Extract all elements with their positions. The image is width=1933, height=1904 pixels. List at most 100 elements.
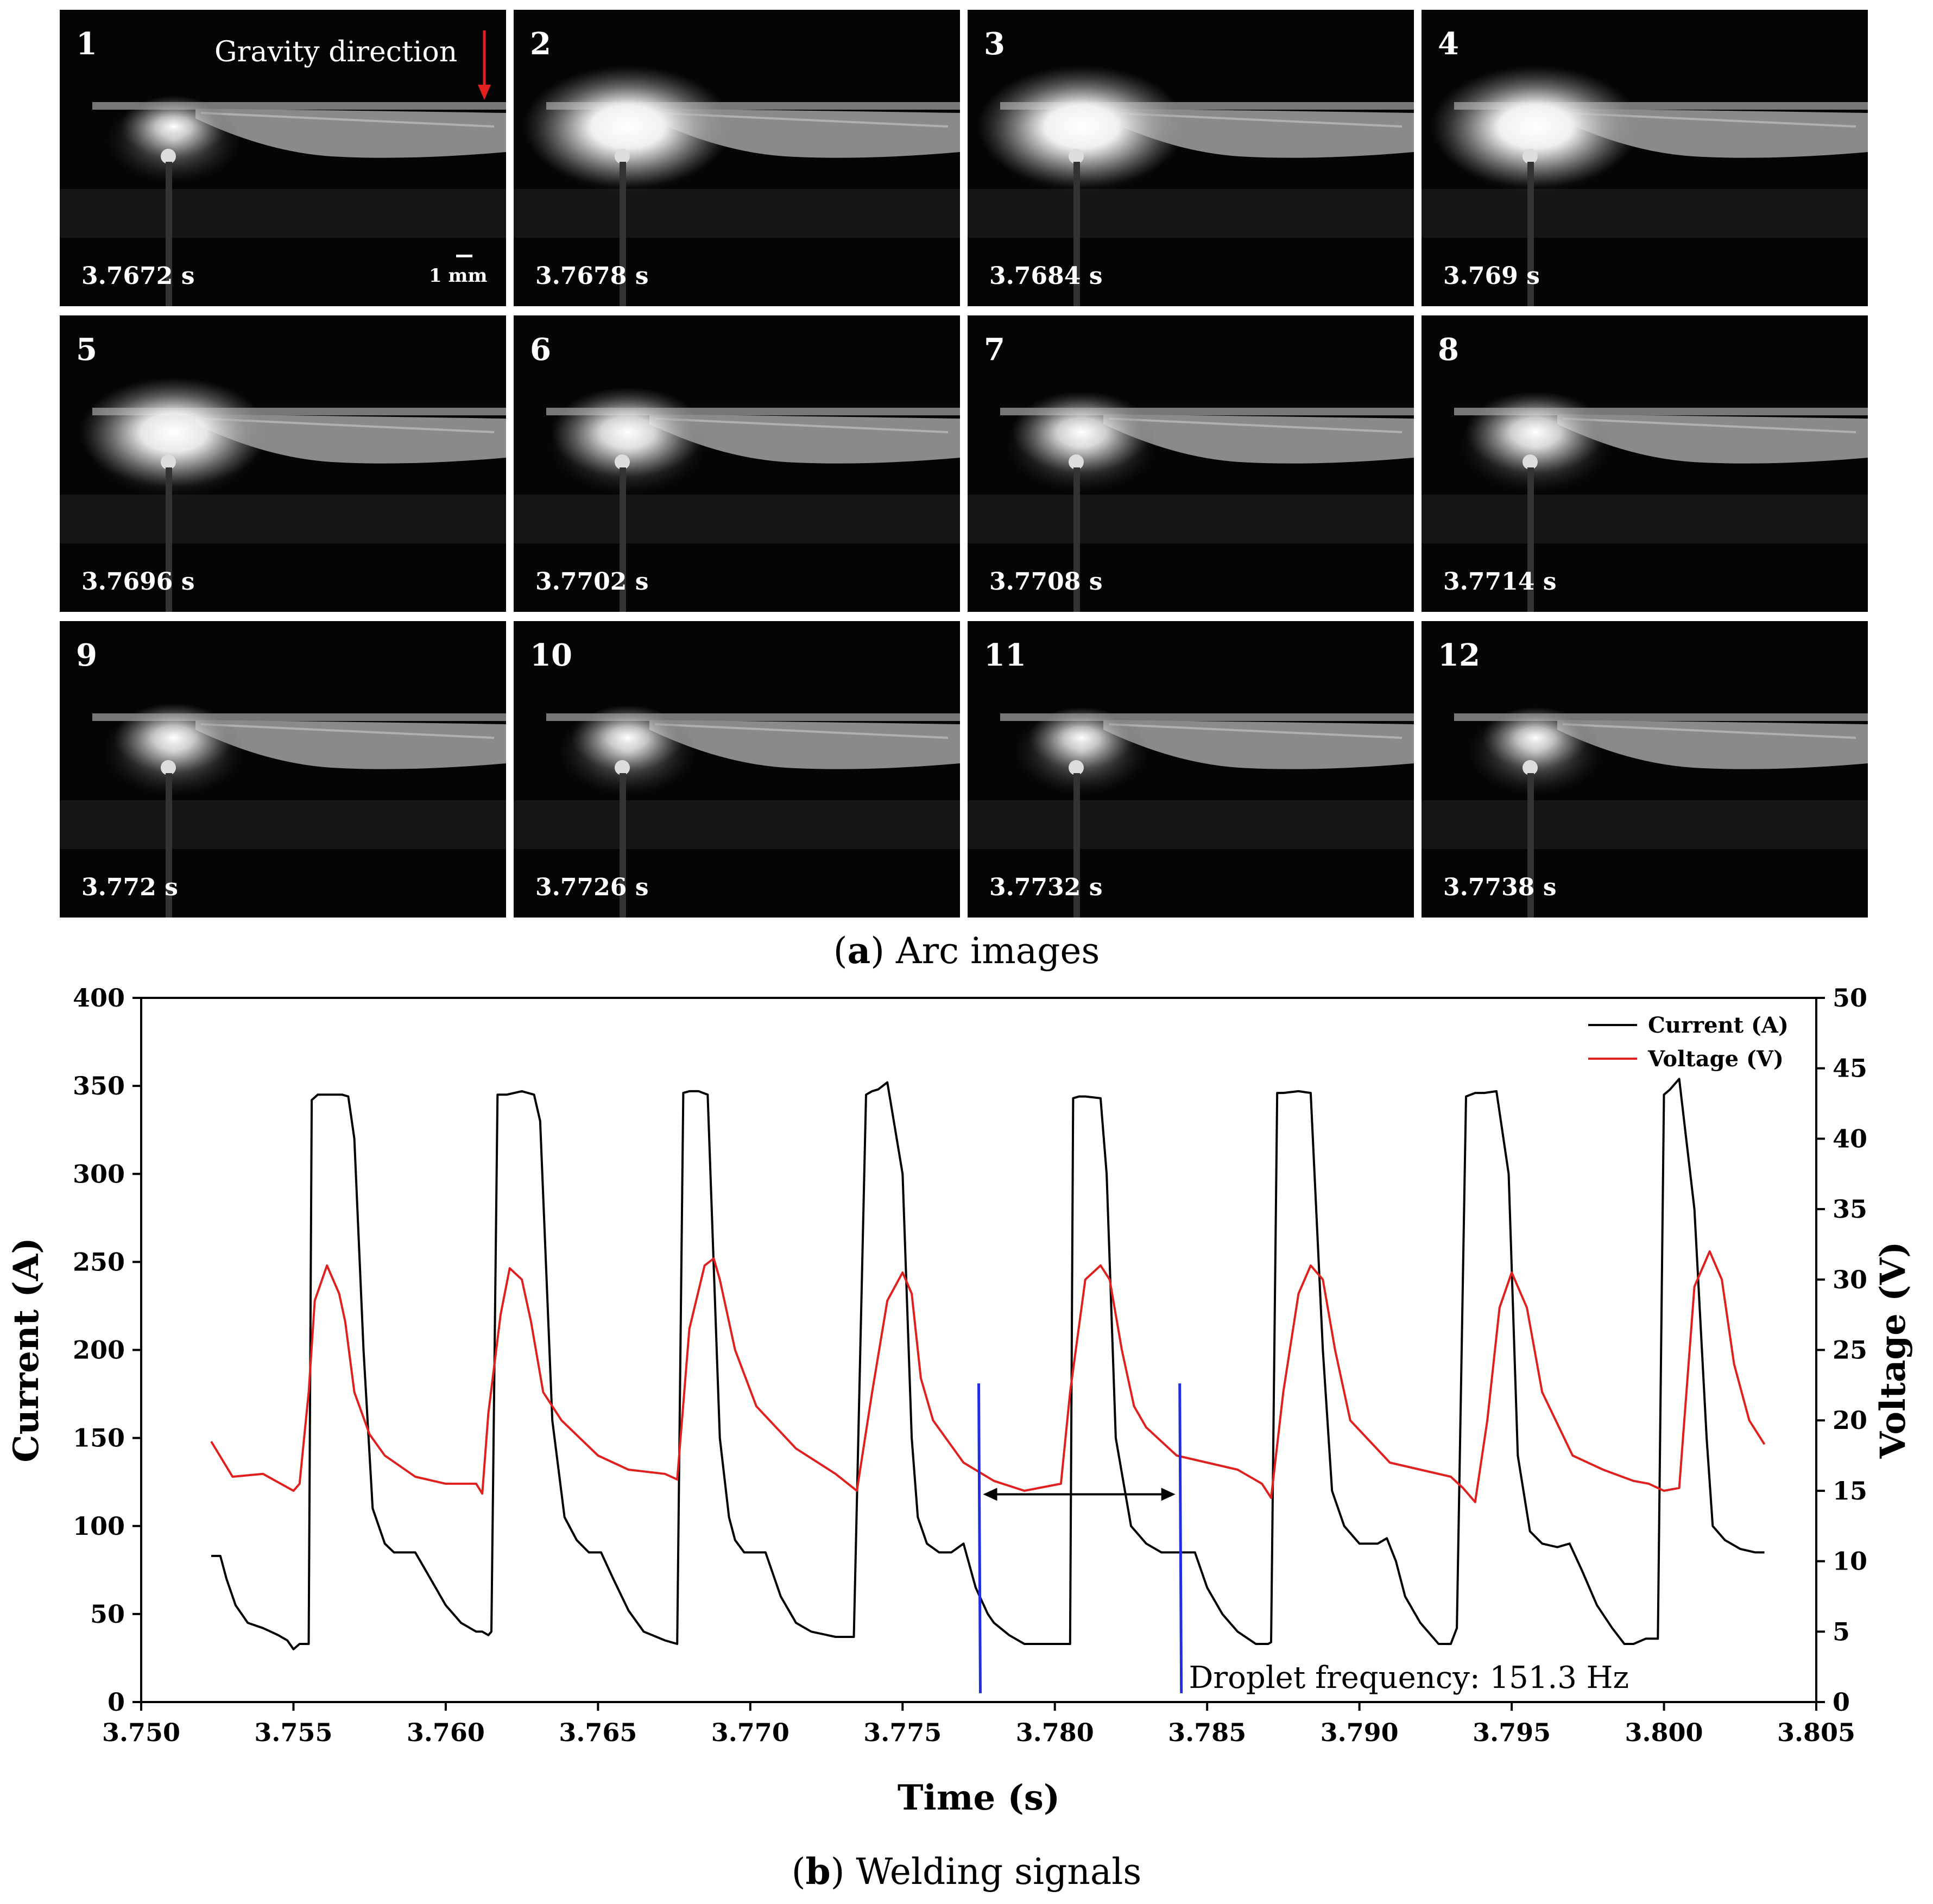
frame-timestamp: 3.772 s [81, 874, 178, 901]
x-tick-label: 3.805 [1777, 1718, 1855, 1747]
arc-image [514, 621, 960, 918]
x-tick-label: 3.795 [1473, 1718, 1551, 1747]
frame-timestamp: 3.7702 s [535, 568, 649, 596]
frame-number: 8 [1438, 332, 1459, 368]
period-marker-line [1178, 1383, 1183, 1693]
frame-timestamp: 3.7672 s [81, 262, 195, 290]
x-tick-label: 3.755 [254, 1718, 332, 1747]
x-tick-label: 3.765 [559, 1718, 637, 1747]
voltage-series-line [210, 1250, 1766, 1503]
frame-timestamp: 3.7738 s [1443, 874, 1557, 901]
frame-timestamp: 3.7714 s [1443, 568, 1557, 596]
x-axis-title: Time (s) [898, 1778, 1060, 1818]
droplet-frequency-annotation: Droplet frequency: 151.3 Hz [1189, 1660, 1629, 1696]
x-tick-label: 3.780 [1016, 1718, 1094, 1747]
y-tick-label: 250 [73, 1247, 125, 1276]
arrow-right-head-icon [1161, 1488, 1176, 1501]
arc-image [968, 315, 1414, 612]
frame-timestamp: 3.7732 s [989, 874, 1103, 901]
caption-a-label: a [847, 929, 871, 972]
x-tick-label: 3.785 [1168, 1718, 1246, 1747]
gravity-direction-label: Gravity direction [214, 36, 458, 68]
caption-b: (b) Welding signals [791, 1850, 1142, 1893]
frame-number: 11 [984, 637, 1026, 673]
period-marker-line [977, 1383, 982, 1693]
gravity-arrow-icon [478, 30, 491, 100]
frame-timestamp: 3.7696 s [81, 568, 195, 596]
arrow-left-head-icon [983, 1488, 997, 1501]
arc-frame: 4 3.769 s [1422, 10, 1868, 306]
y-tick-label: 350 [73, 1071, 125, 1100]
arc-image [514, 315, 960, 612]
y-tick-label: 400 [73, 983, 125, 1013]
arc-frame: 3 3.7684 s [968, 10, 1414, 306]
y2-tick-label: 45 [1833, 1054, 1867, 1083]
y2-tick-label: 0 [1833, 1687, 1850, 1717]
scale-label: 1 mm [429, 265, 488, 287]
x-tick-label: 3.770 [711, 1718, 789, 1747]
caption-b-text: Welding signals [856, 1851, 1142, 1893]
arc-frame: 8 3.7714 s [1422, 315, 1868, 612]
x-tick-label: 3.790 [1321, 1718, 1399, 1747]
scale-bar [456, 255, 472, 257]
arc-frame: 9 3.772 s [60, 621, 506, 918]
frame-timestamp: 3.769 s [1443, 262, 1540, 290]
y-tick-label: 300 [73, 1159, 125, 1188]
x-tick-label: 3.760 [407, 1718, 485, 1747]
frame-timestamp: 3.7684 s [989, 262, 1103, 290]
y-tick-label: 100 [73, 1511, 125, 1541]
current-series-line [211, 1078, 1765, 1650]
y2-tick-label: 10 [1833, 1547, 1867, 1576]
y2-tick-label: 35 [1833, 1194, 1867, 1224]
frame-number: 2 [530, 26, 551, 62]
frame-timestamp: 3.7726 s [535, 874, 649, 901]
y-tick-label: 200 [73, 1336, 125, 1365]
frame-number: 6 [530, 332, 551, 368]
y2-tick-label: 40 [1833, 1124, 1867, 1153]
y-tick-label: 150 [73, 1424, 125, 1453]
caption-a-text: Arc images [895, 930, 1100, 972]
y2-axis-title: Voltage (V) [1873, 1242, 1913, 1459]
arc-frame: 6 3.7702 s [514, 315, 960, 612]
frame-number: 4 [1438, 26, 1459, 62]
y2-tick-label: 25 [1833, 1336, 1867, 1365]
arc-images-grid: 1 3.7672 s Gravity direction 1 mm 2 3.7678 s 3… [60, 10, 1873, 918]
arc-frame: 10 3.7726 s [514, 621, 960, 918]
frame-number: 10 [530, 637, 572, 673]
arc-frame: 12 3.7738 s [1422, 621, 1868, 918]
arc-image [60, 10, 506, 306]
frame-number: 7 [984, 332, 1005, 368]
arc-image [1422, 315, 1868, 612]
arc-image [514, 10, 960, 306]
arc-image [968, 621, 1414, 918]
arc-frame: 7 3.7708 s [968, 315, 1414, 612]
frame-number: 12 [1438, 637, 1480, 673]
arc-frame: 1 3.7672 s Gravity direction 1 mm [60, 10, 506, 306]
frame-number: 5 [76, 332, 97, 368]
arc-frame: 2 3.7678 s [514, 10, 960, 306]
x-tick-label: 3.750 [102, 1718, 180, 1747]
welding-signals-chart: 3.750 3.755 3.760 3.765 3.770 3.775 3.780 3.785… [6, 983, 1913, 1818]
caption-b-label: b [805, 1850, 831, 1893]
x-tick-label: 3.800 [1625, 1718, 1703, 1747]
frame-number: 9 [76, 637, 97, 673]
legend-label: Current (A) [1648, 1013, 1789, 1038]
y-tick-label: 0 [108, 1687, 125, 1717]
legend-label: Voltage (V) [1647, 1046, 1784, 1072]
y2-tick-label: 30 [1833, 1265, 1867, 1294]
arc-frame: 11 3.7732 s [968, 621, 1414, 918]
y2-tick-label: 50 [1833, 983, 1867, 1013]
frame-timestamp: 3.7708 s [989, 568, 1103, 596]
y-axis-title: Current (A) [6, 1237, 47, 1462]
arc-image [1422, 621, 1868, 918]
arc-image [1422, 10, 1868, 306]
y2-tick-label: 20 [1833, 1406, 1867, 1435]
arc-image [968, 10, 1414, 306]
arc-image [60, 315, 506, 612]
y-tick-label: 50 [90, 1599, 125, 1629]
arc-image [60, 621, 506, 918]
arc-frame: 5 3.7696 s [60, 315, 506, 612]
y2-tick-label: 15 [1833, 1476, 1867, 1506]
x-tick-label: 3.775 [863, 1718, 942, 1747]
frame-number: 3 [984, 26, 1005, 62]
